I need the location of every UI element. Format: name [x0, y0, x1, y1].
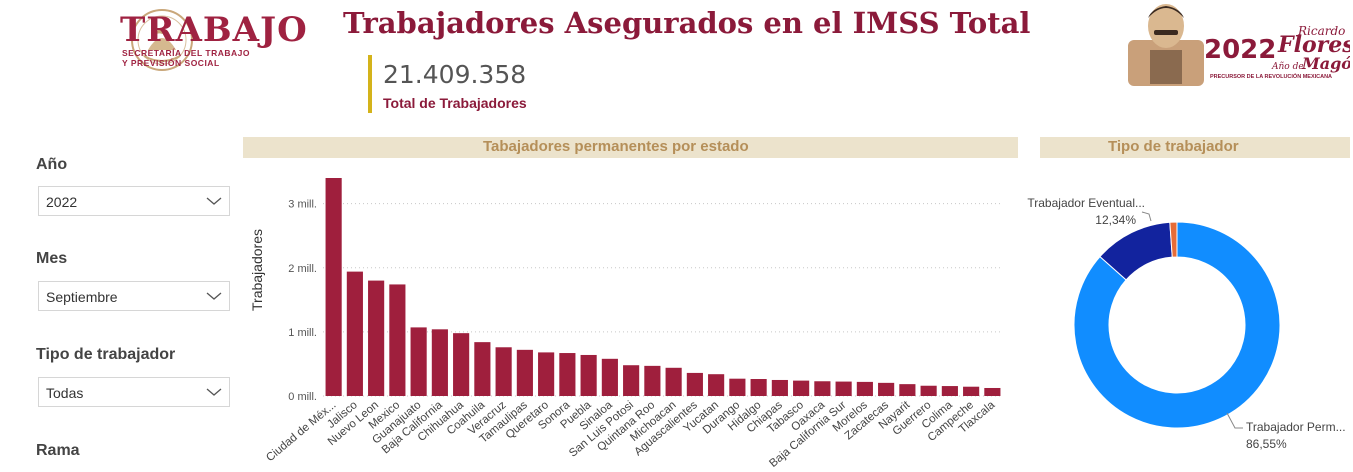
donut-slice[interactable] — [1169, 221, 1178, 258]
ricardo-flores-magon-badge: Ricardo 2022 Flores Año de Magón PRECURS… — [1128, 4, 1350, 86]
bar[interactable] — [453, 333, 470, 396]
bar[interactable] — [559, 353, 576, 396]
chevron-down-icon — [206, 197, 222, 205]
bar[interactable] — [623, 365, 640, 396]
bar-panel-title: Tabajadores permanentes por estado — [483, 138, 749, 155]
slice-value-permanent: 86,55% — [1246, 437, 1287, 451]
chevron-down-icon — [206, 292, 222, 300]
bar[interactable] — [538, 352, 555, 396]
bar[interactable] — [601, 358, 618, 396]
y-tick-label: 2 mill. — [288, 263, 317, 275]
logo-subtitle: SECRETARÍA DEL TRABAJO Y PREVISIÓN SOCIA… — [122, 48, 250, 68]
badge-name-line3: Magón — [1301, 54, 1350, 73]
bar[interactable] — [771, 379, 788, 396]
bar[interactable] — [389, 284, 406, 396]
bar-chart-permanent-by-state: Trabajadores 0 mill. 1 mill. 2 mill. 3 mill… — [249, 178, 1003, 470]
logo-subtitle-line1: SECRETARÍA DEL TRABAJO — [122, 48, 250, 58]
branch-filter-label: Rama — [36, 442, 80, 459]
donut-slice[interactable] — [1073, 221, 1281, 429]
bar[interactable] — [410, 327, 427, 396]
worker-type-dropdown[interactable]: Todas — [38, 377, 230, 407]
year-filter-label: Año — [36, 156, 68, 173]
y-axis-label: Trabajadores — [249, 229, 265, 311]
donut-panel-title: Tipo de trabajador — [1108, 138, 1239, 155]
y-tick-label: 3 mill. — [288, 199, 317, 211]
bar[interactable] — [941, 386, 958, 396]
y-tick-label: 1 mill. — [288, 327, 317, 339]
bar[interactable] — [750, 379, 767, 396]
bar[interactable] — [665, 367, 682, 396]
kpi-accent-bar — [368, 55, 372, 113]
bar-panel-header-band — [243, 137, 1018, 158]
badge-name-line2: Flores — [1277, 32, 1350, 58]
bar[interactable] — [814, 381, 831, 396]
bar[interactable] — [431, 329, 448, 396]
badge-ano-de: Año de — [1271, 62, 1304, 72]
kpi-total-value: 21.409.358 — [383, 60, 527, 89]
month-filter-label: Mes — [36, 250, 68, 267]
month-dropdown[interactable]: Septiembre — [38, 281, 230, 311]
bar[interactable] — [495, 347, 512, 396]
kpi-total-label: Total de Trabajadores — [383, 95, 527, 111]
worker-type-filter-label: Tipo de trabajador — [36, 346, 176, 363]
month-dropdown-value: Septiembre — [46, 289, 118, 305]
donut-chart-worker-type: Trabajador Eventual... 12,34% Trabajador… — [1027, 196, 1346, 451]
bar[interactable] — [835, 381, 852, 396]
y-tick-label: 0 mill. — [288, 391, 317, 403]
bar[interactable] — [346, 271, 363, 396]
slice-label-eventual[interactable]: Trabajador Eventual... — [1027, 196, 1145, 210]
slice-label-permanent[interactable]: Trabajador Perm... — [1246, 420, 1346, 434]
chevron-down-icon — [206, 388, 222, 396]
donut-slices — [1073, 221, 1281, 429]
year-dropdown[interactable]: 2022 — [38, 186, 230, 216]
bar[interactable] — [516, 349, 533, 396]
x-tick-label: Ciudad de Méx... — [264, 399, 338, 464]
logo-wordmark: TRABAJO — [120, 10, 308, 50]
leader-lines — [1141, 211, 1243, 429]
coat-of-arms-icon — [131, 9, 193, 71]
bar[interactable] — [708, 374, 725, 396]
slice-value-eventual: 12,34% — [1095, 213, 1136, 227]
gridlines — [323, 203, 1003, 397]
bar[interactable] — [686, 372, 703, 396]
bar[interactable] — [899, 384, 916, 396]
bar[interactable] — [878, 382, 895, 396]
badge-name-line1: Ricardo — [1297, 24, 1345, 38]
bar[interactable] — [984, 387, 1001, 396]
bar[interactable] — [729, 378, 746, 396]
badge-tagline: PRECURSOR DE LA REVOLUCIÓN MEXICANA — [1210, 72, 1332, 80]
year-dropdown-value: 2022 — [46, 194, 78, 210]
bar[interactable] — [474, 342, 491, 396]
y-axis-ticks: 0 mill. 1 mill. 2 mill. 3 mill. — [288, 199, 317, 403]
logo-subtitle-line2: Y PREVISIÓN SOCIAL — [122, 58, 220, 68]
bars — [325, 178, 1001, 396]
bar[interactable] — [856, 381, 873, 396]
bar[interactable] — [963, 386, 980, 396]
bar[interactable] — [644, 365, 661, 396]
badge-year: 2022 — [1204, 35, 1276, 65]
bar[interactable] — [368, 280, 385, 396]
bar[interactable] — [920, 385, 937, 396]
bar[interactable] — [580, 354, 597, 396]
portrait-icon — [1128, 4, 1204, 86]
bar[interactable] — [325, 178, 342, 396]
worker-type-dropdown-value: Todas — [46, 385, 84, 401]
bar[interactable] — [793, 380, 810, 396]
donut-panel-header-band — [1040, 137, 1350, 158]
page-title: Trabajadores Asegurados en el IMSS Total — [343, 6, 1031, 40]
